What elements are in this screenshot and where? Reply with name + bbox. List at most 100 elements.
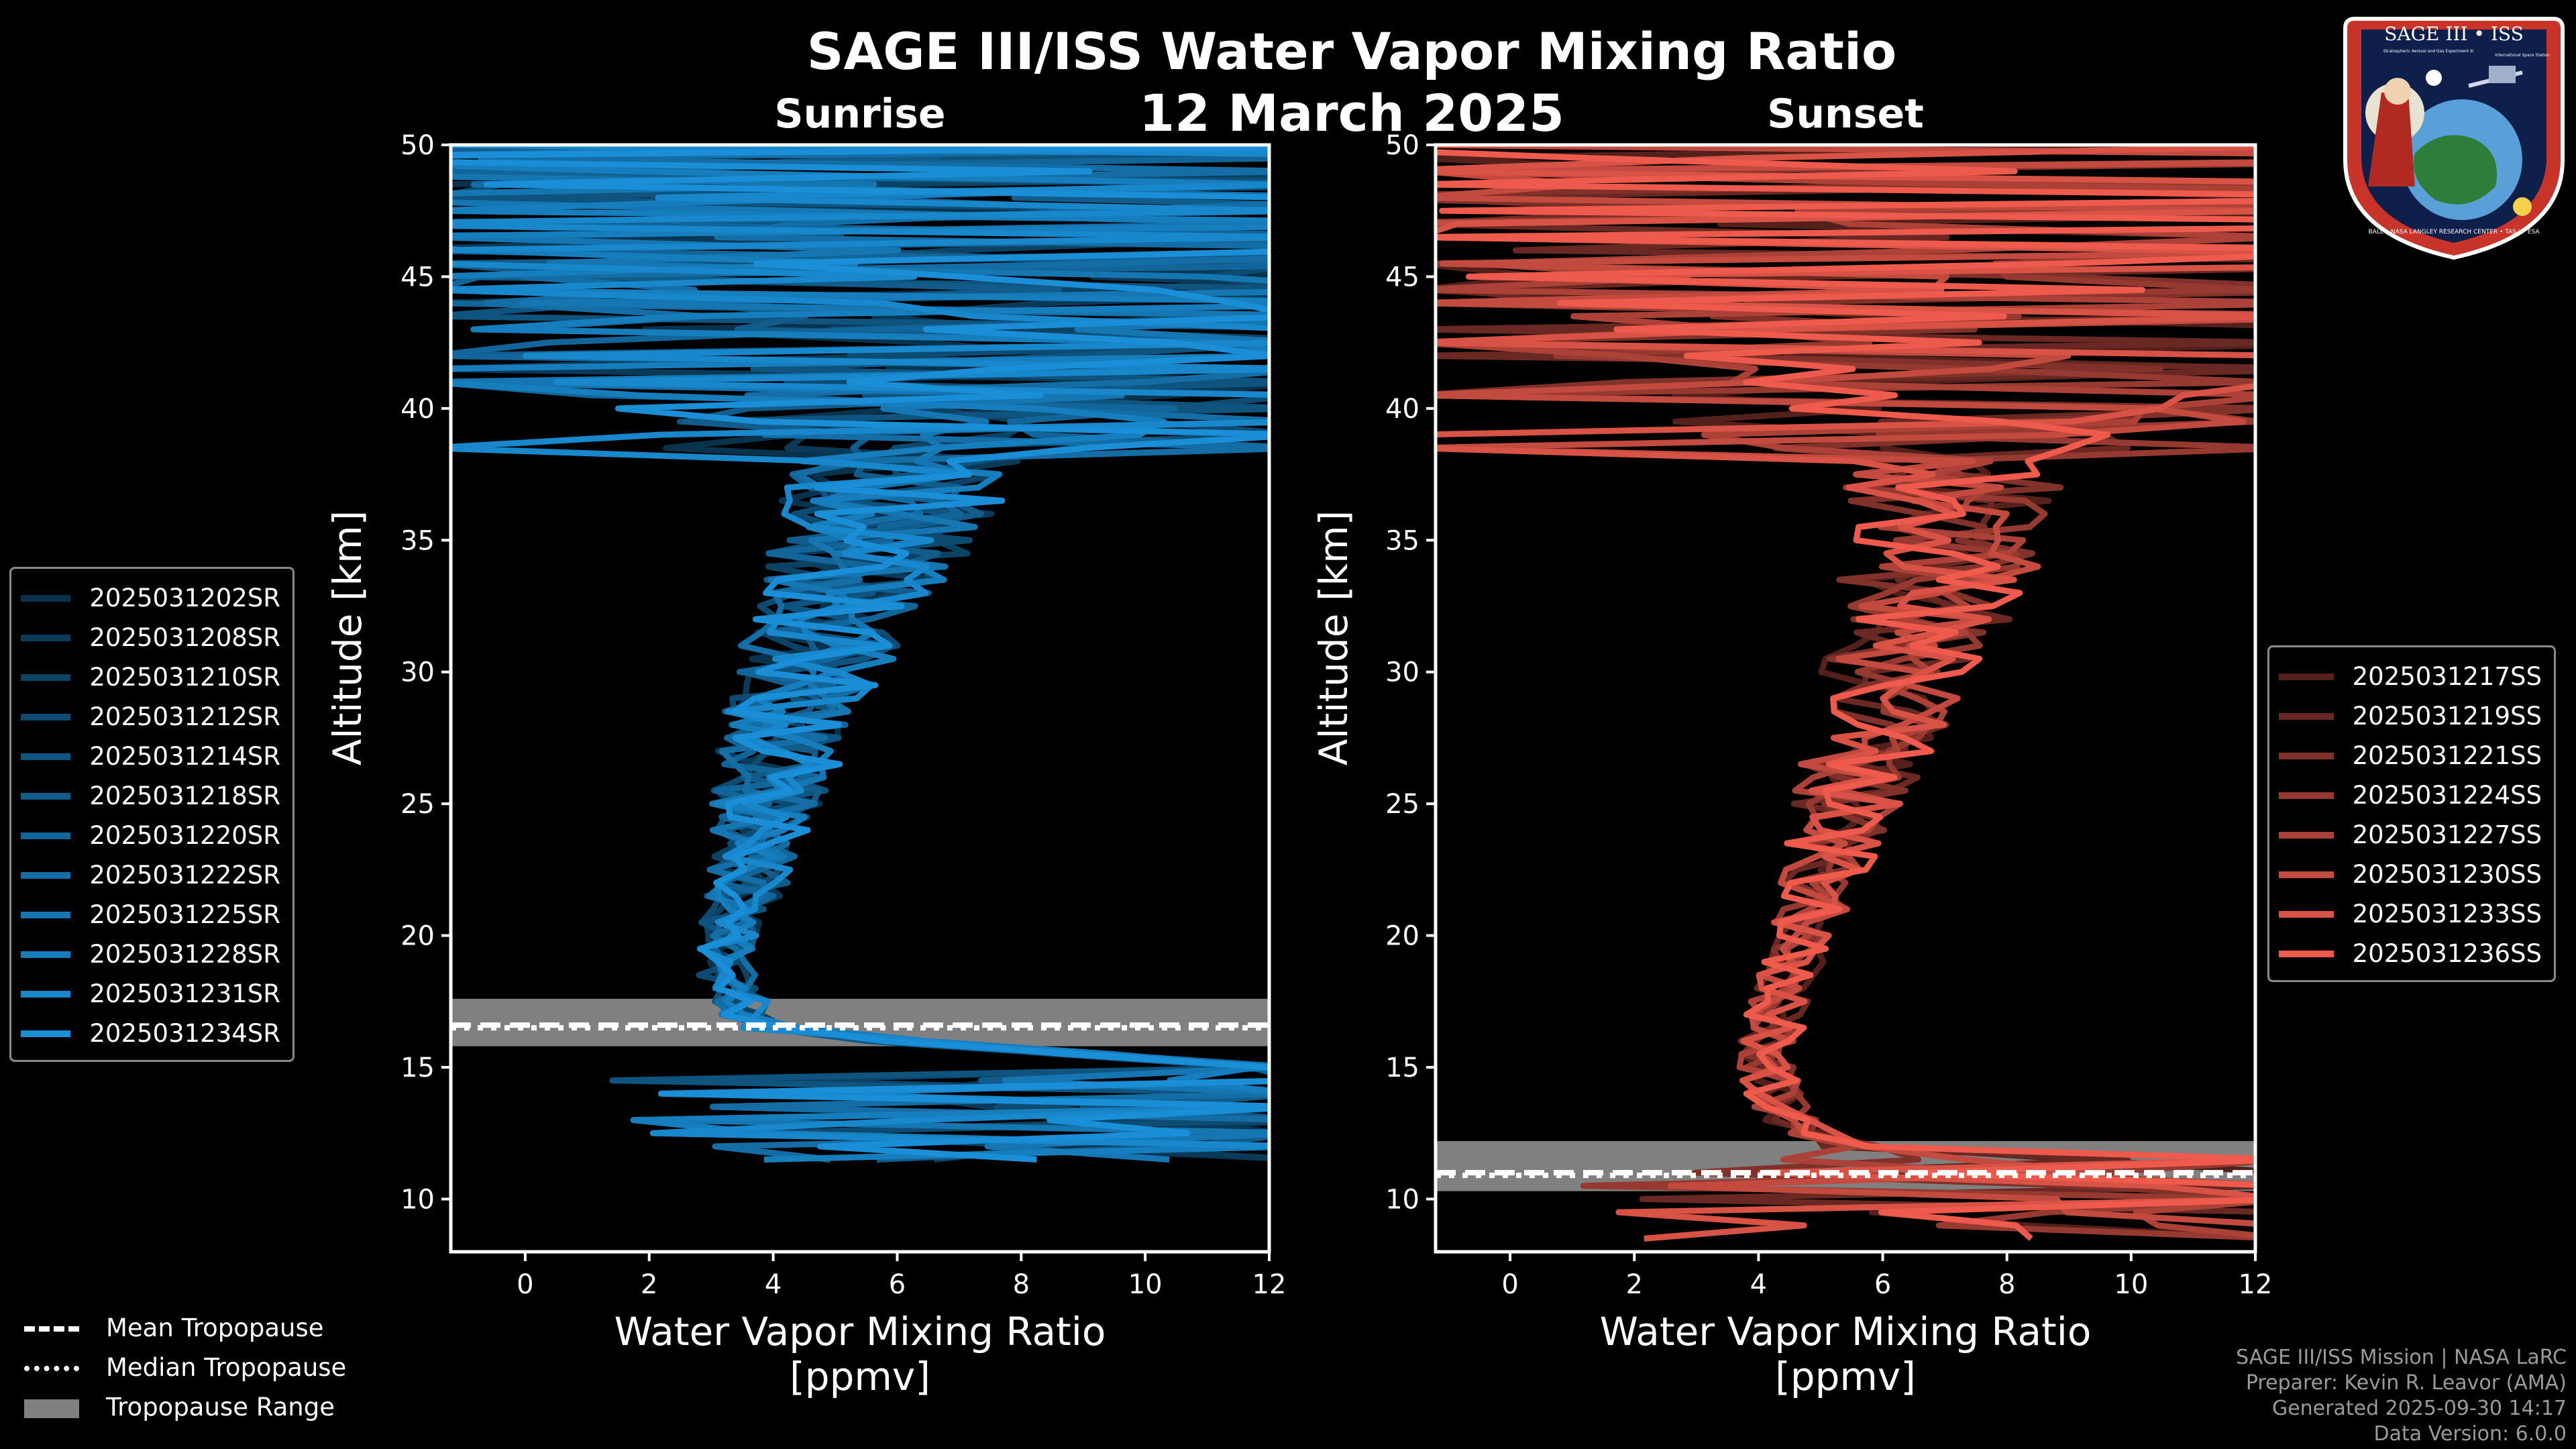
y-tick-label: 25 bbox=[1385, 789, 1419, 820]
legend-label: 2025031202SR bbox=[89, 584, 280, 612]
legend-label: 2025031214SR bbox=[89, 742, 280, 771]
legend-swatch bbox=[21, 634, 71, 641]
legend-label: 2025031221SS bbox=[2352, 741, 2542, 770]
panel-sunset: 0 2 4 6 8 10 12 10 15 20 25 30 35 40 45 50 Sunset Water V… bbox=[1311, 91, 2273, 1399]
logo-side-text: International Space Station bbox=[2495, 53, 2550, 58]
tropopause-legend: Mean Tropopause Median Tropopause Tropop… bbox=[24, 1308, 346, 1427]
legend-label: 2025031222SR bbox=[89, 861, 280, 890]
legend-entry: 2025031221SS bbox=[2279, 736, 2542, 775]
legend-entry: 2025031208SR bbox=[21, 618, 280, 657]
legend-swatch bbox=[2279, 792, 2334, 799]
legend-swatch bbox=[21, 871, 71, 879]
x-tick-label: 2 bbox=[641, 1269, 657, 1300]
x-tick-label: 10 bbox=[2114, 1269, 2148, 1300]
legend-entry: 2025031218SR bbox=[21, 776, 280, 816]
legend-label: 2025031234SR bbox=[89, 1019, 280, 1048]
legend-label: 2025031230SS bbox=[2352, 860, 2542, 889]
legend-swatch bbox=[2279, 673, 2334, 680]
sunrise-plot-area bbox=[451, 145, 1269, 1163]
y-tick-label: 25 bbox=[400, 789, 435, 820]
legend-label: 2025031218SR bbox=[89, 782, 280, 810]
y-tick-label: 10 bbox=[400, 1184, 435, 1215]
footer-generated: Generated 2025-09-30 14:17 bbox=[2271, 1397, 2567, 1420]
panel-sunrise: 0 2 4 6 8 10 12 10 15 20 25 30 35 40 45 50 Sunrise Water … bbox=[325, 91, 1287, 1399]
y-tick-label: 35 bbox=[1385, 525, 1419, 556]
legend-swatch bbox=[21, 594, 71, 602]
legend-entry: 2025031214SR bbox=[21, 737, 280, 776]
legend-entry: 2025031202SR bbox=[21, 578, 280, 618]
legend-entry: 2025031220SR bbox=[21, 816, 280, 855]
x-tick-label: 4 bbox=[1750, 1269, 1767, 1300]
x-tick-label: 12 bbox=[1252, 1269, 1287, 1300]
y-tick-label: 50 bbox=[400, 130, 435, 161]
legend-entry: 2025031231SR bbox=[21, 974, 280, 1014]
legend-entry: 2025031212SR bbox=[21, 697, 280, 737]
y-axis-label: Altitude [km] bbox=[325, 511, 370, 765]
y-tick-label: 35 bbox=[400, 525, 435, 556]
y-tick-label: 10 bbox=[1385, 1184, 1419, 1215]
panel-title-sunset: Sunset bbox=[1767, 91, 1924, 138]
x-tick-label: 8 bbox=[1998, 1269, 2015, 1300]
legend-swatch bbox=[21, 951, 71, 958]
legend-swatch bbox=[2279, 712, 2334, 720]
legend-swatch bbox=[21, 911, 71, 918]
chart-title: SAGE III/ISS Water Vapor Mixing Ratio bbox=[806, 21, 1897, 81]
legend-swatch bbox=[2279, 752, 2334, 759]
legend-label: 2025031210SR bbox=[89, 663, 280, 692]
legend-swatch bbox=[21, 674, 71, 681]
legend-label: 2025031233SS bbox=[2352, 900, 2542, 928]
x-axis-label: Water Vapor Mixing Ratio bbox=[1600, 1309, 2092, 1354]
legend-label: 2025031217SS bbox=[2352, 662, 2542, 691]
series-line-2025031233SS bbox=[1436, 145, 2255, 1242]
sunrise-axes-frame bbox=[449, 143, 1271, 1254]
legend-label: 2025031236SS bbox=[2352, 939, 2542, 968]
y-tick-label: 45 bbox=[1385, 262, 1419, 292]
legend-label: 2025031219SS bbox=[2352, 702, 2542, 731]
legend-label: 2025031228SR bbox=[89, 940, 280, 969]
x-tick-label: 0 bbox=[517, 1269, 533, 1300]
logo-ring-text: BALL • NASA LANGLEY RESEARCH CENTER • TA… bbox=[2368, 229, 2540, 235]
y-tick-label: 40 bbox=[400, 394, 435, 425]
legend-swatch bbox=[2279, 871, 2334, 878]
x-axis-unit: [ppmv] bbox=[790, 1354, 930, 1399]
x-tick-label: 10 bbox=[1128, 1269, 1163, 1300]
x-axis-label: Water Vapor Mixing Ratio bbox=[614, 1309, 1106, 1354]
legend-swatch bbox=[21, 990, 71, 998]
y-tick-label: 50 bbox=[1385, 130, 1419, 161]
sunrise-legend: 2025031202SR 2025031208SR 2025031210SR 2025… bbox=[9, 567, 294, 1062]
legend-tropopause-range: Tropopause Range bbox=[24, 1387, 346, 1427]
y-tick-label: 45 bbox=[400, 262, 435, 292]
footer-credits: SAGE III/ISS Mission | NASA LaRC Prepare… bbox=[2236, 1345, 2567, 1447]
x-axis-unit: [ppmv] bbox=[1775, 1354, 1916, 1399]
legend-entry: 2025031228SR bbox=[21, 934, 280, 974]
legend-entry: 2025031219SS bbox=[2279, 696, 2542, 736]
x-tick-label: 12 bbox=[2239, 1269, 2273, 1300]
y-tick-label: 30 bbox=[400, 657, 435, 688]
y-axis-label: Altitude [km] bbox=[1311, 511, 1356, 765]
sage-iii-iss-logo: SAGE III • ISS Stratospheric Aerosol and… bbox=[2343, 17, 2565, 260]
legend-swatch bbox=[2279, 910, 2334, 918]
legend-label: 2025031225SR bbox=[89, 900, 280, 929]
x-tick-label: 6 bbox=[1874, 1269, 1891, 1300]
legend-entry: 2025031227SS bbox=[2279, 815, 2542, 855]
y-tick-label: 20 bbox=[400, 921, 435, 952]
x-tick-label: 8 bbox=[1013, 1269, 1030, 1300]
legend-swatch bbox=[21, 792, 71, 800]
legend-entry: 2025031224SS bbox=[2279, 775, 2542, 815]
legend-label: 2025031224SS bbox=[2352, 781, 2542, 810]
footer-mission: SAGE III/ISS Mission | NASA LaRC bbox=[2236, 1346, 2567, 1369]
series-line-2025031234SR bbox=[451, 145, 1269, 1163]
legend-entry: 2025031217SS bbox=[2279, 657, 2542, 696]
footer-data-version: Data Version: 6.0.0 bbox=[2373, 1422, 2567, 1446]
x-tick-label: 4 bbox=[765, 1269, 782, 1300]
x-tick-label: 2 bbox=[1626, 1269, 1643, 1300]
legend-label: 2025031212SR bbox=[89, 702, 280, 731]
legend-mean-tropopause: Mean Tropopause bbox=[24, 1308, 346, 1348]
chart-date: 12 March 2025 bbox=[1139, 83, 1564, 143]
logo-subtitle: Stratospheric Aerosol and Gas Experiment… bbox=[2383, 49, 2474, 54]
panel-title-sunrise: Sunrise bbox=[774, 91, 945, 138]
logo-title: SAGE III • ISS bbox=[2384, 23, 2524, 45]
legend-swatch bbox=[21, 1030, 71, 1037]
y-tick-label: 15 bbox=[400, 1053, 435, 1083]
